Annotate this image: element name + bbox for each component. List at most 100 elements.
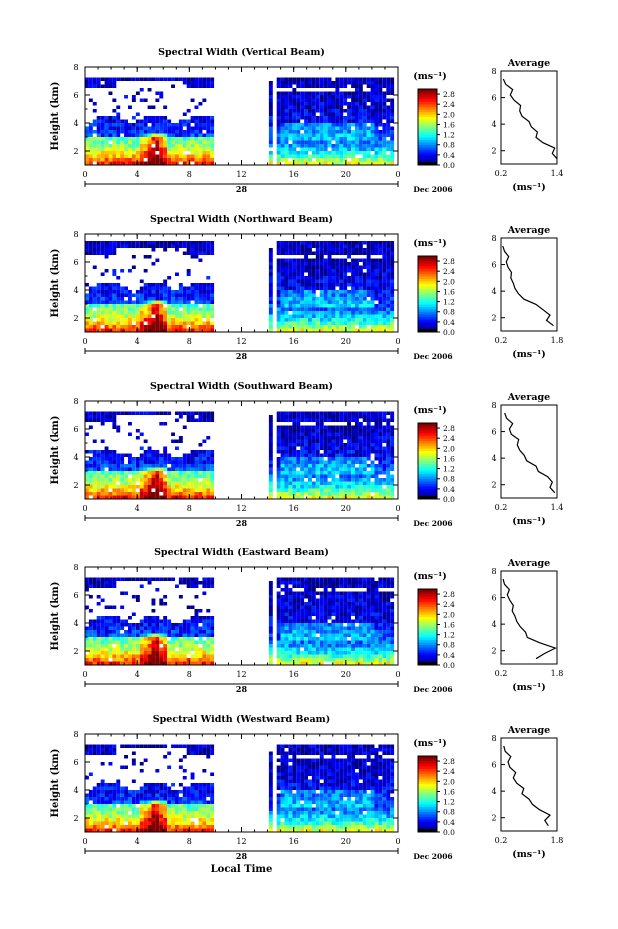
heatmap-cell — [159, 283, 164, 287]
heatmap-cell — [104, 457, 109, 461]
heatmap-cell — [292, 640, 297, 644]
heatmap-cell — [92, 154, 97, 158]
heatmap-cell — [202, 630, 207, 634]
heatmap-cell — [351, 130, 355, 134]
heatmap-cell — [85, 474, 89, 478]
heatmap-cell — [155, 126, 160, 130]
heatmap-cell — [147, 623, 152, 627]
heatmap-cell — [374, 290, 379, 294]
heatmap-cell — [370, 91, 375, 95]
heatmap-cell — [296, 293, 301, 297]
heatmap-cell — [382, 425, 387, 429]
heatmap-cell — [288, 130, 293, 134]
heatmap-cell — [194, 300, 199, 304]
heatmap-cell — [194, 485, 199, 489]
colorbar-step — [418, 299, 437, 302]
heatmap-cell — [139, 460, 144, 464]
heatmap-cell — [131, 255, 136, 259]
heatmap-cell — [351, 457, 355, 461]
heatmap-cell — [288, 300, 293, 304]
colorbar-step — [418, 438, 437, 442]
colorbar-step — [418, 466, 437, 469]
heatmap-cell — [171, 481, 175, 485]
colorbar-step — [418, 111, 437, 115]
heatmap-cell — [331, 453, 336, 457]
heatmap-cell — [280, 77, 285, 81]
heatmap-cell — [178, 133, 183, 137]
heatmap-cell — [370, 158, 375, 162]
heatmap-cell — [304, 262, 308, 266]
heatmap-cell — [143, 314, 148, 318]
heatmap-cell — [194, 105, 199, 109]
heatmap-cell — [390, 133, 395, 137]
colorbar-step — [418, 294, 437, 297]
heatmap-cell — [100, 633, 105, 637]
heatmap-cell — [210, 311, 215, 315]
heatmap-cell — [331, 154, 336, 158]
heatmap-cell — [319, 481, 324, 485]
heatmap-cell — [347, 422, 351, 426]
colorbar-step — [418, 89, 437, 92]
heatmap-cell — [143, 147, 148, 151]
heatmap-cell — [319, 255, 324, 259]
heatmap-cell — [386, 88, 391, 92]
heatmap-cell — [112, 467, 117, 471]
heatmap-cell — [128, 661, 132, 665]
heatmap-cell — [335, 495, 340, 499]
heatmap-cell — [175, 300, 179, 304]
heatmap-cell — [315, 492, 320, 496]
heatmap-cell — [382, 488, 387, 492]
heatmap-cell — [143, 133, 148, 137]
heatmap-cell — [112, 647, 117, 651]
colorbar-step — [418, 478, 437, 482]
heatmap-cell — [355, 311, 359, 315]
heatmap-cell — [139, 158, 144, 162]
heatmap-cell — [308, 251, 312, 255]
heatmap-cell — [276, 304, 281, 308]
heatmap-cell — [296, 640, 301, 644]
heatmap-cell — [292, 91, 297, 95]
heatmap-cell — [386, 279, 391, 283]
heatmap-cell — [116, 429, 121, 433]
heatmap-cell — [108, 77, 113, 81]
heatmap-cell — [280, 415, 285, 419]
heatmap-cell — [358, 460, 363, 464]
heatmap-cell — [374, 492, 379, 496]
heatmap-cell — [308, 443, 312, 447]
heatmap-cell — [347, 140, 351, 144]
heatmap-cell — [155, 328, 160, 332]
heatmap-cell — [331, 116, 336, 120]
heatmap-cell — [327, 244, 332, 248]
colorbar-tick-label: 2.8 — [443, 424, 455, 433]
heatmap-cell — [88, 123, 93, 127]
heatmap-cell — [296, 154, 301, 158]
heatmap-cell — [280, 644, 285, 648]
heatmap-cell — [268, 311, 273, 315]
heatmap-cell — [202, 616, 207, 620]
heatmap-cell — [378, 258, 383, 262]
heatmap-cell — [343, 318, 348, 322]
heatmap-cell — [268, 623, 273, 627]
heatmap-cell — [284, 581, 289, 585]
heatmap-cell — [323, 130, 328, 134]
heatmap-cell — [206, 140, 211, 144]
heatmap-cell — [159, 633, 164, 637]
heatmap-cell — [104, 290, 109, 294]
heatmap-cell — [304, 321, 308, 325]
heatmap-cell — [366, 286, 371, 290]
heatmap-cell — [268, 464, 273, 468]
heatmap-cell — [124, 647, 128, 651]
heatmap-cell — [182, 637, 187, 641]
heatmap-cell — [96, 640, 101, 644]
heatmap-cell — [311, 300, 316, 304]
heatmap-cell — [194, 293, 199, 297]
heatmap-cell — [276, 661, 281, 665]
heatmap-cell — [92, 81, 97, 85]
heatmap-cell — [112, 411, 117, 415]
heatmap-cell — [92, 460, 97, 464]
heatmap-cell — [280, 300, 285, 304]
heatmap-cell — [374, 453, 379, 457]
heatmap-cell — [390, 450, 395, 454]
heatmap-cell — [194, 640, 199, 644]
heatmap-cell — [276, 633, 281, 637]
